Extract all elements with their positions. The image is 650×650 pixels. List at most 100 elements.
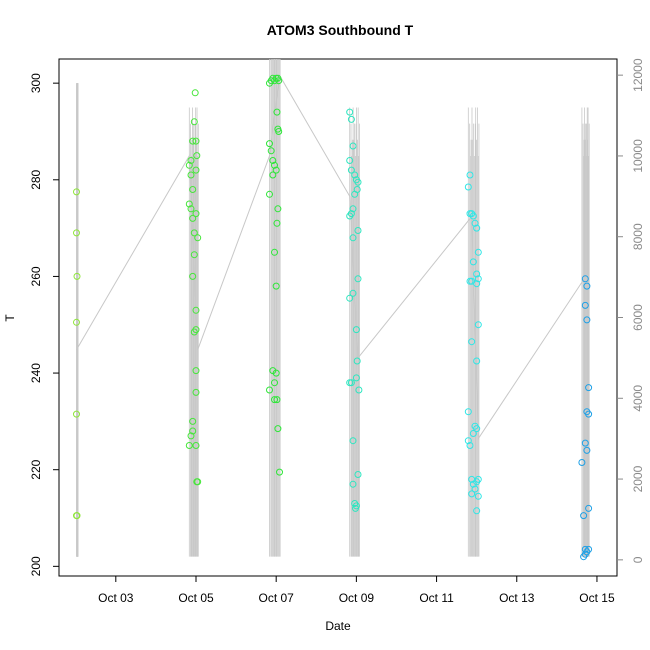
point-group (346, 108, 363, 512)
data-point (194, 234, 202, 242)
data-point (583, 282, 591, 290)
data-point (466, 171, 474, 179)
data-point (473, 425, 481, 433)
y2-tick-label: 8000 (631, 223, 645, 250)
data-point (471, 219, 479, 227)
data-point (271, 379, 278, 387)
data-point (190, 251, 198, 259)
data-point (192, 210, 200, 218)
x-axis: Oct 03 Oct 05 Oct 07 Oct 09 Oct 11 Oct 13 Oct … (98, 576, 615, 605)
data-point (192, 388, 200, 396)
data-point (583, 446, 591, 454)
data-point (190, 328, 198, 336)
data-point (585, 504, 593, 512)
data-point (272, 369, 280, 377)
data-point (473, 280, 481, 288)
data-point (466, 442, 474, 449)
line-series-path (76, 73, 586, 441)
data-point (269, 157, 277, 164)
x-tick-label: Oct 03 (98, 591, 134, 605)
data-point (354, 275, 362, 283)
data-point (353, 357, 361, 365)
data-point (346, 294, 354, 302)
data-point (355, 386, 363, 394)
data-point (585, 384, 593, 392)
y2-tick-label: 2000 (631, 465, 645, 492)
point-series (73, 74, 593, 561)
data-point (73, 512, 81, 520)
data-point (354, 178, 362, 186)
data-point (271, 396, 278, 404)
data-point (352, 374, 360, 382)
data-point (346, 108, 354, 116)
data-point (193, 152, 201, 160)
data-point (581, 275, 589, 283)
data-point (473, 507, 481, 515)
data-point (274, 205, 282, 213)
y-axis-label: T (3, 314, 17, 322)
data-point (347, 379, 355, 387)
data-point (466, 277, 474, 285)
data-point (473, 270, 481, 278)
data-point (275, 128, 283, 135)
x-tick-label: Oct 09 (339, 591, 375, 605)
data-point (192, 306, 200, 314)
data-point (272, 282, 280, 290)
data-point (185, 200, 193, 208)
data-point (474, 275, 482, 283)
data-point (347, 115, 355, 123)
data-point (267, 147, 275, 155)
data-point (349, 205, 357, 213)
data-point (276, 468, 283, 476)
y2-axis: 0 2000 4000 6000 8000 10000 12000 (617, 58, 645, 563)
data-point (352, 326, 360, 334)
data-point (473, 357, 481, 365)
y-tick-label: 260 (29, 266, 43, 286)
data-point (191, 89, 199, 97)
x-tick-label: Oct 07 (259, 591, 295, 605)
data-point (464, 437, 472, 445)
point-group (185, 89, 202, 486)
data-point (354, 471, 362, 478)
point-group (578, 275, 593, 561)
data-point (272, 166, 280, 174)
point-group (266, 74, 283, 476)
data-point (73, 272, 81, 280)
data-point (73, 410, 80, 418)
data-point (73, 188, 80, 196)
data-point (469, 212, 477, 220)
data-point (192, 367, 200, 375)
y-tick-label: 280 (29, 169, 43, 189)
data-point (275, 77, 283, 85)
data-point (346, 157, 354, 164)
data-point (349, 142, 357, 150)
data-point (73, 229, 80, 237)
data-point (471, 485, 479, 493)
data-point (351, 190, 359, 198)
data-point (474, 248, 482, 256)
data-point (192, 442, 200, 449)
y2-tick-label: 0 (631, 556, 645, 563)
y-tick-label: 300 (29, 73, 43, 93)
data-point (271, 161, 278, 169)
data-point (354, 227, 362, 234)
data-point (194, 478, 202, 486)
x-tick-label: Oct 05 (178, 591, 214, 605)
y2-tick-label: 6000 (631, 304, 645, 331)
data-point (349, 289, 357, 297)
data-point (187, 432, 195, 440)
data-point (269, 171, 277, 179)
data-point (578, 459, 586, 466)
y2-tick-label: 12000 (631, 58, 645, 92)
plot-frame (58, 58, 618, 577)
data-point (190, 118, 198, 126)
data-point (468, 490, 476, 498)
data-point (189, 272, 197, 280)
data-point (469, 258, 477, 266)
data-point (464, 183, 472, 191)
data-point (189, 214, 197, 222)
data-point (187, 205, 195, 213)
y-tick-label: 200 (29, 556, 43, 576)
data-point (585, 410, 593, 418)
